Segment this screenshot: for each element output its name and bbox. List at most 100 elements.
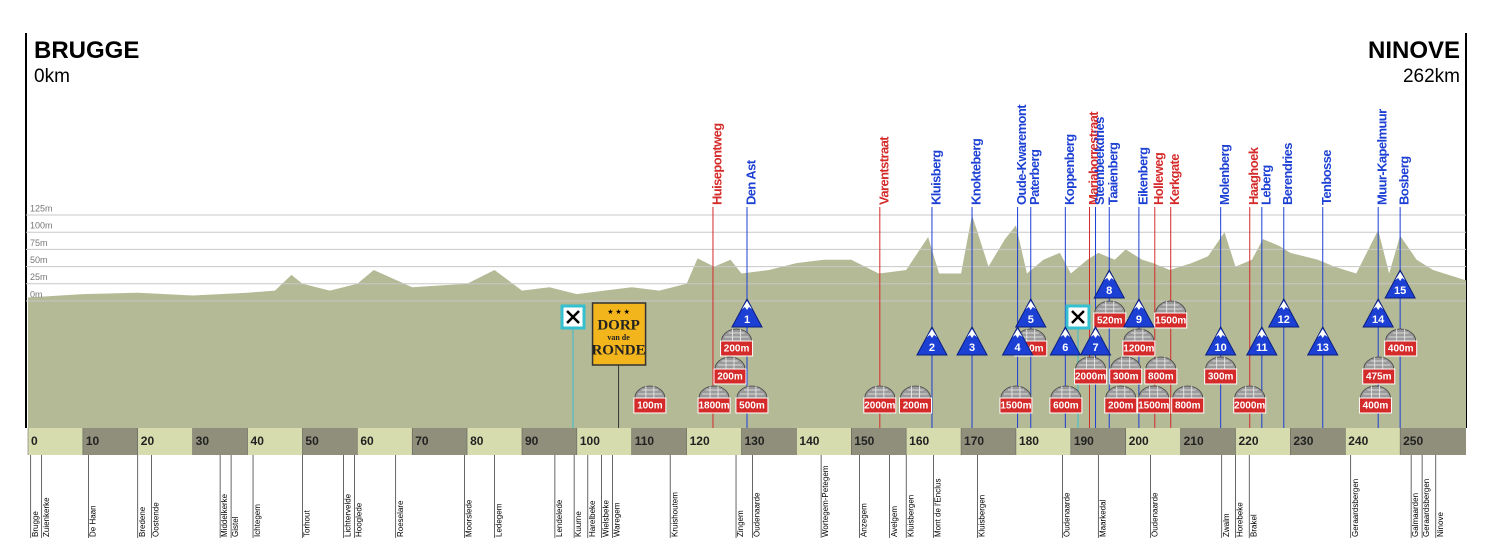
town-name: Lichtervelde bbox=[344, 493, 353, 537]
cobble-length-box bbox=[999, 397, 1033, 414]
climb-triangle bbox=[1093, 268, 1126, 299]
cobble-pattern bbox=[1366, 357, 1391, 369]
cobble-pattern bbox=[637, 386, 662, 398]
start-distance: 0km bbox=[34, 66, 70, 87]
climb-marker: 6 bbox=[1049, 325, 1082, 356]
climb-triangle bbox=[1049, 325, 1082, 356]
climb-peak bbox=[1395, 272, 1406, 281]
cobble-pattern bbox=[867, 386, 892, 398]
cobble-dome bbox=[1155, 300, 1187, 314]
cobble-length-box bbox=[1074, 368, 1108, 385]
cobble-dome bbox=[714, 356, 746, 370]
cobble-length-box bbox=[1109, 368, 1143, 385]
climb-number: 14 bbox=[1372, 314, 1385, 326]
climb-name: Tenbosse bbox=[1319, 150, 1334, 205]
cobble-sector: 1200m bbox=[1122, 328, 1156, 357]
cobble-dome bbox=[1050, 385, 1082, 399]
km-band-segment bbox=[192, 428, 248, 455]
km-band-segment bbox=[961, 428, 1016, 455]
town-name: Ninove bbox=[1436, 512, 1445, 537]
cobble-name: Huisepontweg bbox=[709, 123, 724, 205]
cobble-length: 400m bbox=[1388, 344, 1414, 355]
x-tick-label: 80 bbox=[470, 434, 484, 448]
cobble-sector: 520m bbox=[1093, 300, 1127, 329]
climb-name: Berendries bbox=[1280, 143, 1295, 205]
town-name: Kluisbergen bbox=[978, 495, 987, 537]
town-name: Galmaarden bbox=[1411, 493, 1420, 537]
cobble-dome bbox=[1360, 385, 1391, 399]
cobble-length: 500m bbox=[739, 401, 765, 412]
climb-number: 7 bbox=[1092, 342, 1098, 354]
km-band-segment bbox=[467, 428, 522, 455]
climb-peak bbox=[1060, 329, 1071, 338]
cobble-length: 1500m bbox=[1155, 316, 1186, 327]
x-tick-label: 230 bbox=[1293, 434, 1313, 448]
cobble-length: 300m bbox=[1208, 372, 1234, 383]
x-tick-label: 160 bbox=[909, 434, 929, 448]
cobble-sector: 200m bbox=[1104, 385, 1138, 414]
climb-triangle bbox=[1014, 297, 1047, 328]
climb-marker: 14 bbox=[1362, 297, 1395, 328]
cobble-name: Kerkgate bbox=[1167, 154, 1182, 205]
climb-peak bbox=[1104, 272, 1115, 281]
cobble-dome bbox=[1110, 356, 1142, 370]
x-tick-label: 10 bbox=[86, 434, 100, 448]
climb-number: 6 bbox=[1062, 342, 1068, 354]
cobble-sector: 200m bbox=[898, 385, 932, 414]
town-name: De Haan bbox=[88, 505, 97, 537]
cobble-length-box bbox=[713, 368, 747, 385]
cobble-length-box bbox=[633, 397, 667, 414]
logo-stars: ★ ★ ★ bbox=[607, 308, 630, 316]
cobble-length: 1800m bbox=[698, 401, 729, 412]
start-name: BRUGGE bbox=[34, 37, 139, 64]
cobble-pattern bbox=[1141, 386, 1166, 398]
cobble-length-box bbox=[898, 397, 932, 414]
town-name: Anzegem bbox=[860, 503, 869, 537]
km-band-segment bbox=[796, 428, 852, 455]
cobble-pattern bbox=[1208, 357, 1233, 369]
y-tick-label: 75m bbox=[30, 238, 48, 248]
climb-number: 4 bbox=[1015, 342, 1022, 354]
cobble-length: 2000m bbox=[864, 401, 895, 412]
x-tick-label: 130 bbox=[745, 434, 765, 448]
cobble-dome bbox=[1123, 328, 1155, 342]
x-tick-label: 20 bbox=[141, 434, 155, 448]
climb-name: Eikenberg bbox=[1135, 147, 1150, 205]
climb-triangle bbox=[1267, 297, 1300, 328]
x-tick-label: 70 bbox=[415, 434, 429, 448]
cobble-sector: 1500m bbox=[1137, 385, 1171, 414]
km-band-segment bbox=[1015, 428, 1071, 455]
town-name: Kuurne bbox=[574, 511, 583, 537]
climb-peak bbox=[1215, 329, 1226, 338]
cobble-length-box bbox=[1122, 340, 1156, 357]
cobble-sector: 2000m bbox=[1074, 356, 1108, 385]
town-name: Bredene bbox=[138, 506, 147, 537]
climb-peak bbox=[742, 301, 752, 310]
x-tick-label: 50 bbox=[305, 434, 319, 448]
climb-peak bbox=[1278, 301, 1289, 310]
climb-peak bbox=[1012, 329, 1023, 338]
logo-box bbox=[591, 302, 647, 366]
cobble-sector: 600m bbox=[1049, 385, 1083, 414]
cobble-dome bbox=[864, 385, 896, 399]
cobble-sector: 2000m bbox=[863, 385, 897, 414]
km-band-segment bbox=[686, 428, 742, 455]
town-name: Harelbeke bbox=[588, 500, 597, 537]
town-name: Kluisbergen bbox=[906, 495, 915, 537]
cobble-length: 1500m bbox=[1000, 401, 1031, 412]
climb-triangle bbox=[1001, 325, 1034, 356]
climb-number: 5 bbox=[1028, 314, 1034, 326]
climb-name: Leberg bbox=[1258, 165, 1273, 205]
cobble-dome bbox=[1105, 385, 1137, 399]
cobble-sector: 500m bbox=[735, 385, 769, 414]
km-band-segment bbox=[1180, 428, 1236, 455]
climb-peak bbox=[1373, 301, 1384, 310]
town-name: Zingem bbox=[736, 510, 745, 537]
x-tick-label: 30 bbox=[196, 434, 210, 448]
climb-peak bbox=[1025, 301, 1036, 310]
cobble-pattern bbox=[1078, 357, 1103, 369]
climb-triangle bbox=[1123, 297, 1155, 328]
cobble-pattern bbox=[717, 357, 742, 369]
cobble-dome bbox=[736, 385, 768, 399]
cobble-pattern bbox=[903, 386, 928, 398]
